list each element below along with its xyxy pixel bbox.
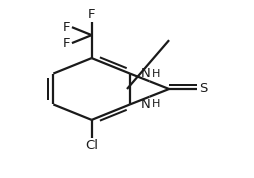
Text: S: S: [199, 82, 208, 96]
Text: H: H: [152, 99, 160, 109]
Text: Cl: Cl: [85, 139, 98, 152]
Text: F: F: [88, 8, 96, 21]
Text: F: F: [63, 37, 71, 50]
Text: H: H: [152, 69, 160, 79]
Text: F: F: [63, 21, 71, 34]
Text: N: N: [140, 98, 150, 111]
Text: N: N: [140, 67, 150, 80]
